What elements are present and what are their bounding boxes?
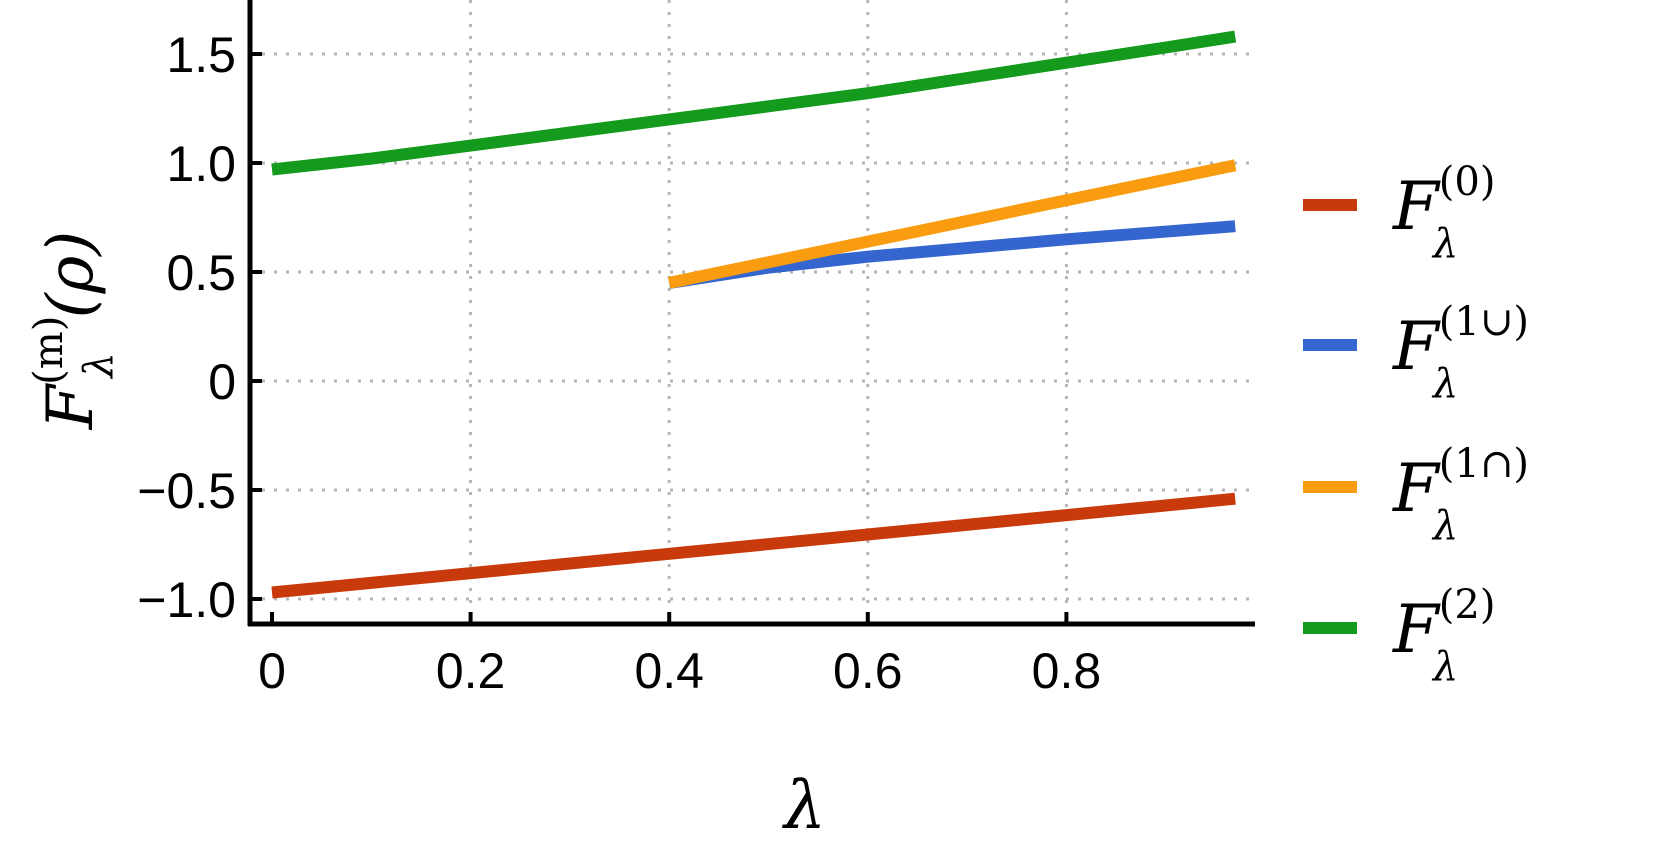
series-line-0 <box>271 492 1236 599</box>
x-tick-label: 0.2 <box>436 643 506 699</box>
legend-label-3: F(2) λ <box>1392 582 1495 690</box>
x-ticks: 0 0.2 0.4 0.6 0.8 <box>258 612 1101 699</box>
legend-label-2: F(1∩) λ <box>1392 441 1529 549</box>
y-tick-label: 0 <box>208 354 236 410</box>
series-lines <box>271 30 1237 599</box>
y-axis-label-base: F <box>34 382 108 430</box>
y-tick-label: 1.5 <box>166 27 236 83</box>
legend: F(0) λ F(1∪) λ F(1∩) λ F(2) λ <box>1303 159 1529 690</box>
y-axis-label-sub: λ <box>76 352 122 379</box>
x-tick-label: 0.6 <box>833 643 903 699</box>
grid <box>250 0 1255 624</box>
series-line-1 <box>668 220 1236 289</box>
y-tick-label: −0.5 <box>137 463 236 519</box>
y-axis-label-tail: (ρ) <box>34 231 108 319</box>
x-tick-label: 0.8 <box>1032 643 1102 699</box>
y-axis-label: F(m) λ (ρ) <box>26 231 122 430</box>
y-tick-label: 1.0 <box>166 136 236 192</box>
y-axis-label-sup: (m) <box>26 316 72 385</box>
x-tick-label: 0 <box>258 643 286 699</box>
x-tick-label: 0.4 <box>634 643 704 699</box>
legend-label-0: F(0) λ <box>1392 159 1495 267</box>
y-tick-label: −1.0 <box>137 572 236 628</box>
x-axis-label: λ <box>781 767 826 844</box>
y-tick-label: 0.5 <box>166 245 236 301</box>
legend-label-1: F(1∪) λ <box>1392 299 1529 407</box>
series-line-3 <box>271 30 1237 176</box>
series-line-2 <box>667 159 1237 289</box>
svg-text:F(m)λ(ρ): F(m) λ (ρ) <box>26 231 122 430</box>
axes <box>247 0 1255 627</box>
y-ticks: −1.0 −0.5 0 0.5 1.0 1.5 <box>137 27 262 628</box>
